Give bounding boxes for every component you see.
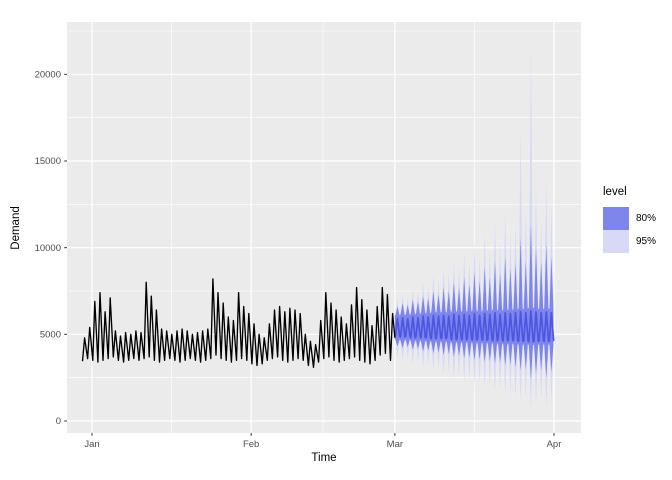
legend-swatch-80-icon	[603, 207, 629, 230]
forecast-mean-line	[394, 310, 555, 343]
legend-item-80: 80%	[603, 207, 656, 230]
legend-label-95: 95%	[636, 236, 657, 247]
y-axis-title: Demand	[10, 206, 22, 250]
x-tick-label: Apr	[547, 439, 562, 450]
history-line	[81, 278, 396, 368]
legend-swatch-95-icon	[603, 230, 629, 253]
x-axis-title: Time	[311, 452, 337, 464]
y-tick-label: 0	[56, 416, 61, 427]
legend-title: level	[603, 186, 627, 198]
y-tick-label: 5000	[40, 330, 61, 341]
plot-panel	[67, 22, 581, 433]
legend: level 80% 95%	[603, 186, 656, 253]
y-tick-label: 10000	[35, 243, 61, 254]
x-tick-label: Feb	[243, 439, 259, 450]
legend-item-95: 95%	[603, 230, 656, 253]
x-tick-label: Jan	[84, 439, 99, 450]
y-tick-label: 15000	[35, 156, 61, 167]
legend-label-80: 80%	[636, 213, 657, 224]
x-tick-label: Mar	[387, 439, 403, 450]
y-tick-label: 20000	[35, 70, 61, 81]
